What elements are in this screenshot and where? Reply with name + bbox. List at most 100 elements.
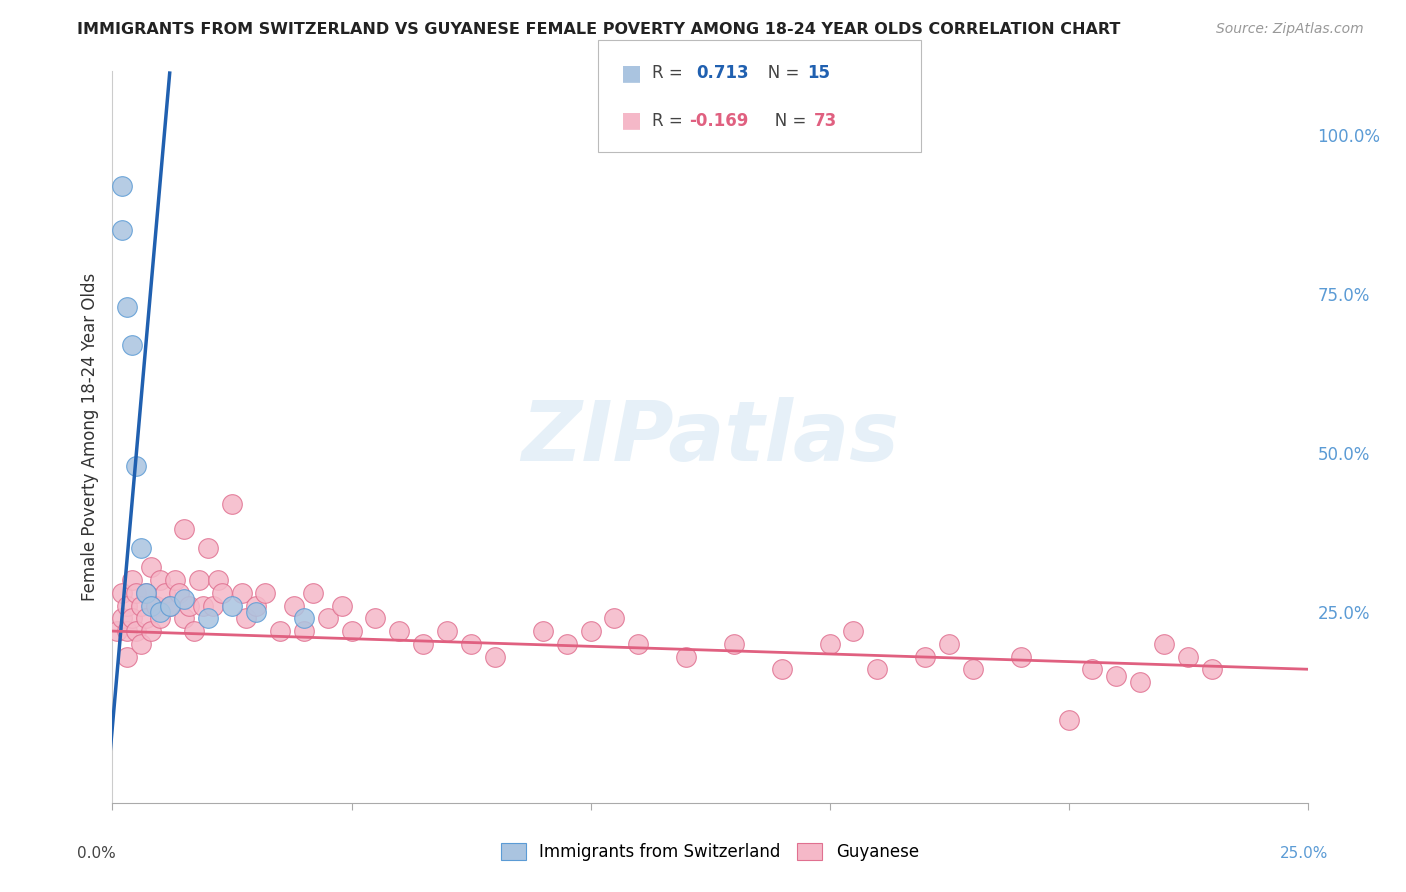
Text: ZIPatlas: ZIPatlas — [522, 397, 898, 477]
Text: ■: ■ — [621, 111, 643, 130]
Text: R =: R = — [652, 64, 689, 82]
Point — [139, 560, 162, 574]
Point — [254, 586, 277, 600]
Point — [193, 599, 215, 613]
Point — [531, 624, 554, 638]
Point — [245, 599, 267, 613]
Point — [121, 338, 143, 352]
Point — [866, 662, 889, 676]
Legend: Immigrants from Switzerland, Guyanese: Immigrants from Switzerland, Guyanese — [495, 836, 925, 868]
Point — [135, 586, 157, 600]
Point — [1129, 675, 1152, 690]
Point — [460, 637, 482, 651]
Point — [1057, 713, 1080, 727]
Point — [770, 662, 793, 676]
Point — [292, 611, 315, 625]
Point — [149, 573, 172, 587]
Point — [484, 649, 506, 664]
Point — [121, 573, 143, 587]
Point — [723, 637, 745, 651]
Point — [173, 522, 195, 536]
Point — [207, 573, 229, 587]
Point — [330, 599, 353, 613]
Point — [1177, 649, 1199, 664]
Point — [139, 599, 162, 613]
Point — [627, 637, 650, 651]
Point — [221, 497, 243, 511]
Point — [163, 573, 186, 587]
Point — [111, 611, 134, 625]
Point — [1153, 637, 1175, 651]
Point — [125, 586, 148, 600]
Point — [436, 624, 458, 638]
Point — [1105, 668, 1128, 682]
Point — [842, 624, 865, 638]
Point — [388, 624, 411, 638]
Point — [675, 649, 697, 664]
Point — [187, 573, 209, 587]
Point — [211, 586, 233, 600]
Point — [1081, 662, 1104, 676]
Point — [153, 586, 176, 600]
Text: 73: 73 — [814, 112, 838, 129]
Point — [125, 624, 148, 638]
Point — [115, 300, 138, 314]
Point — [125, 458, 148, 473]
Text: -0.169: -0.169 — [689, 112, 748, 129]
Point — [302, 586, 325, 600]
Point — [135, 586, 157, 600]
Point — [139, 624, 162, 638]
Text: R =: R = — [652, 112, 689, 129]
Point — [197, 611, 219, 625]
Point — [111, 178, 134, 193]
Point — [149, 605, 172, 619]
Point — [201, 599, 224, 613]
Point — [159, 599, 181, 613]
Point — [962, 662, 984, 676]
Point — [221, 599, 243, 613]
Point — [316, 611, 339, 625]
Point — [173, 592, 195, 607]
Point — [145, 599, 167, 613]
Point — [177, 599, 200, 613]
Point — [159, 599, 181, 613]
Point — [412, 637, 434, 651]
Point — [115, 649, 138, 664]
Point — [914, 649, 936, 664]
Point — [169, 586, 191, 600]
Point — [579, 624, 602, 638]
Point — [1201, 662, 1223, 676]
Point — [292, 624, 315, 638]
Point — [129, 541, 152, 556]
Point — [183, 624, 205, 638]
Text: 0.0%: 0.0% — [77, 846, 117, 861]
Point — [364, 611, 387, 625]
Text: IMMIGRANTS FROM SWITZERLAND VS GUYANESE FEMALE POVERTY AMONG 18-24 YEAR OLDS COR: IMMIGRANTS FROM SWITZERLAND VS GUYANESE … — [77, 22, 1121, 37]
Y-axis label: Female Poverty Among 18-24 Year Olds: Female Poverty Among 18-24 Year Olds — [80, 273, 98, 601]
Point — [173, 611, 195, 625]
Point — [105, 624, 128, 638]
Point — [555, 637, 578, 651]
Point — [129, 637, 152, 651]
Point — [149, 611, 172, 625]
Point — [269, 624, 291, 638]
Point — [1010, 649, 1032, 664]
Text: 15: 15 — [807, 64, 830, 82]
Text: 0.713: 0.713 — [696, 64, 748, 82]
Point — [115, 624, 138, 638]
Point — [283, 599, 305, 613]
Point — [231, 586, 253, 600]
Point — [111, 223, 134, 237]
Point — [245, 605, 267, 619]
Point — [135, 611, 157, 625]
Text: Source: ZipAtlas.com: Source: ZipAtlas.com — [1216, 22, 1364, 37]
Point — [115, 599, 138, 613]
Text: 25.0%: 25.0% — [1281, 846, 1329, 861]
Point — [340, 624, 363, 638]
Point — [129, 599, 152, 613]
Point — [111, 586, 134, 600]
Point — [235, 611, 257, 625]
Text: N =: N = — [759, 112, 811, 129]
Point — [121, 611, 143, 625]
Point — [603, 611, 626, 625]
